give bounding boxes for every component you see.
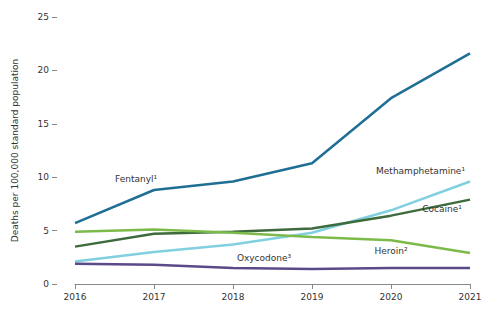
svg-text:2016: 2016 xyxy=(64,292,87,302)
svg-text:Oxycodone³: Oxycodone³ xyxy=(237,253,292,263)
svg-text:10: 10 xyxy=(38,172,50,182)
svg-text:Cocaine¹: Cocaine¹ xyxy=(422,204,462,214)
svg-text:Heroin²: Heroin² xyxy=(374,246,408,256)
svg-text:Methamphetamine¹: Methamphetamine¹ xyxy=(376,166,465,176)
svg-text:2020: 2020 xyxy=(380,292,403,302)
svg-text:15: 15 xyxy=(38,119,49,129)
svg-text:2019: 2019 xyxy=(301,292,324,302)
svg-text:Deaths per 100,000 standard po: Deaths per 100,000 standard population xyxy=(10,59,20,242)
svg-text:20: 20 xyxy=(38,65,50,75)
svg-text:25: 25 xyxy=(38,12,49,22)
svg-text:0: 0 xyxy=(43,279,49,289)
svg-text:Fentanyl¹: Fentanyl¹ xyxy=(115,174,158,184)
svg-text:5: 5 xyxy=(43,226,49,236)
svg-text:2018: 2018 xyxy=(222,292,245,302)
svg-text:2021: 2021 xyxy=(459,292,482,302)
svg-text:2017: 2017 xyxy=(143,292,166,302)
